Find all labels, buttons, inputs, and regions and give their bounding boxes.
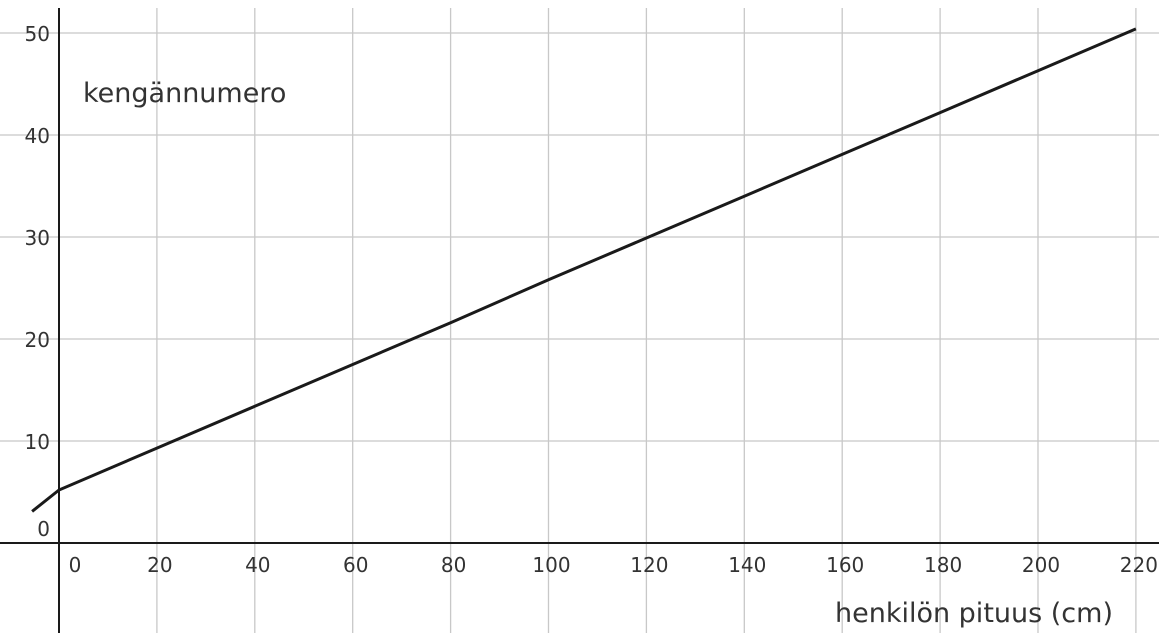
x-tick-label: 80: [441, 553, 466, 577]
series-group: [31, 27, 1137, 513]
y-tick-label: 10: [25, 430, 50, 454]
x-tick-label: 60: [343, 553, 368, 577]
y-tick-label: 40: [25, 124, 50, 148]
y-tick-label: 50: [25, 22, 50, 46]
x-tick-label: 180: [924, 553, 962, 577]
x-gridlines: [156, 8, 1137, 633]
y-tick-label: 30: [25, 226, 50, 250]
x-tick-label: 200: [1022, 553, 1060, 577]
x-tick-label: 40: [245, 553, 270, 577]
y-gridlines: [0, 32, 1159, 442]
x-axis-title: henkilön pituus (cm): [835, 598, 1113, 629]
x-tick-label: 140: [728, 553, 766, 577]
x-tick-label: 100: [532, 553, 570, 577]
y-axis-title: kengännumero: [83, 78, 286, 109]
y-tick-label: 0: [37, 517, 50, 541]
x-tick-label: 0: [69, 553, 82, 577]
y-tick-label: 20: [25, 328, 50, 352]
x-tick-labels: 0 20 40 60 80 100 120 140 160 180 200 220: [69, 553, 1158, 577]
series-line: [31, 27, 1137, 513]
x-tick-label: 220: [1120, 553, 1158, 577]
x-tick-label: 120: [630, 553, 668, 577]
x-tick-label: 20: [147, 553, 172, 577]
y-tick-labels: 0 10 20 30 40 50: [25, 22, 50, 541]
x-tick-label: 160: [826, 553, 864, 577]
